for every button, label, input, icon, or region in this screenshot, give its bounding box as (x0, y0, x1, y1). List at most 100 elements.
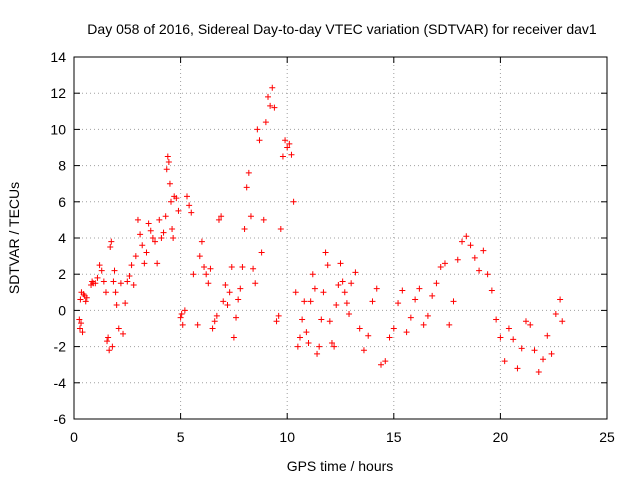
data-point (115, 325, 122, 332)
data-point (186, 202, 193, 209)
data-point (106, 347, 113, 354)
data-point (243, 184, 250, 191)
data-point (535, 368, 542, 375)
data-point (190, 271, 197, 278)
data-point (260, 216, 267, 223)
data-point (480, 247, 487, 254)
data-point (510, 336, 517, 343)
data-point (152, 238, 159, 245)
data-point (271, 104, 278, 111)
data-point (211, 318, 218, 325)
x-tick-label: 25 (599, 429, 615, 445)
data-point (178, 311, 185, 318)
data-point (241, 225, 248, 232)
data-point (164, 153, 171, 160)
data-point (454, 256, 461, 263)
data-point (76, 325, 83, 332)
data-point (143, 249, 150, 256)
data-point (390, 325, 397, 332)
data-point (207, 265, 214, 272)
data-point (305, 339, 312, 346)
data-point (369, 298, 376, 305)
y-tick-label: 4 (58, 230, 66, 246)
data-point (284, 144, 291, 151)
data-point (324, 262, 331, 269)
data-point (307, 298, 314, 305)
data-point (137, 231, 144, 238)
data-point (557, 296, 564, 303)
data-point (169, 225, 176, 232)
data-point (552, 311, 559, 318)
data-point (399, 287, 406, 294)
data-point (373, 285, 380, 292)
data-point (346, 311, 353, 318)
data-point (188, 209, 195, 216)
data-point (237, 285, 244, 292)
data-point (318, 316, 325, 323)
data-point (544, 332, 551, 339)
data-point (531, 347, 538, 354)
data-point (218, 213, 225, 220)
data-point (165, 158, 172, 165)
data-point (230, 334, 237, 341)
data-point (279, 153, 286, 160)
data-point (79, 329, 86, 336)
data-point (328, 339, 335, 346)
data-point (145, 220, 152, 227)
data-point (158, 235, 165, 241)
y-tick-label: 10 (50, 121, 66, 137)
data-point (108, 238, 115, 245)
data-point (294, 343, 301, 350)
data-point (175, 207, 182, 214)
data-point (209, 325, 216, 332)
data-point (463, 233, 470, 240)
data-point (98, 267, 105, 274)
data-point (254, 126, 261, 133)
data-point (147, 227, 154, 234)
data-point (527, 321, 534, 328)
data-point (441, 260, 448, 267)
data-point (196, 253, 203, 260)
data-point (247, 213, 254, 220)
data-point (501, 358, 508, 365)
data-point (548, 350, 555, 357)
data-point (518, 345, 525, 352)
data-point (288, 151, 295, 158)
data-point (198, 238, 205, 245)
data-point (256, 137, 263, 144)
data-point (343, 300, 350, 307)
data-point (105, 334, 112, 341)
data-point (348, 280, 355, 287)
data-point (277, 225, 284, 232)
data-point (292, 289, 299, 296)
y-tick-label: 2 (58, 266, 66, 282)
y-tick-label: 8 (58, 158, 66, 174)
data-point (122, 300, 129, 307)
data-point (433, 280, 440, 287)
data-point (265, 93, 272, 100)
data-point (356, 325, 363, 332)
data-point (331, 343, 338, 350)
data-point (201, 263, 208, 270)
data-point (107, 244, 114, 251)
axis-ticks: 0 5 10 15 20 25 -6 -4 -2 0 2 4 6 8 10 12 14 (50, 49, 615, 445)
data-point (497, 334, 504, 341)
x-tick-label: 0 (70, 429, 78, 445)
x-tick-label: 5 (177, 429, 185, 445)
data-point (540, 356, 547, 363)
data-point (166, 180, 173, 187)
y-axis-label: SDTVAR / TECUs (6, 182, 22, 294)
data-point (104, 338, 111, 345)
y-tick-label: 12 (50, 85, 66, 101)
data-markers (76, 84, 566, 375)
data-point (113, 301, 120, 308)
x-tick-label: 10 (279, 429, 295, 445)
data-point (365, 332, 372, 339)
data-point (339, 278, 346, 285)
data-point (77, 296, 84, 303)
data-point (352, 269, 359, 276)
data-point (96, 262, 103, 269)
data-point (112, 289, 119, 296)
